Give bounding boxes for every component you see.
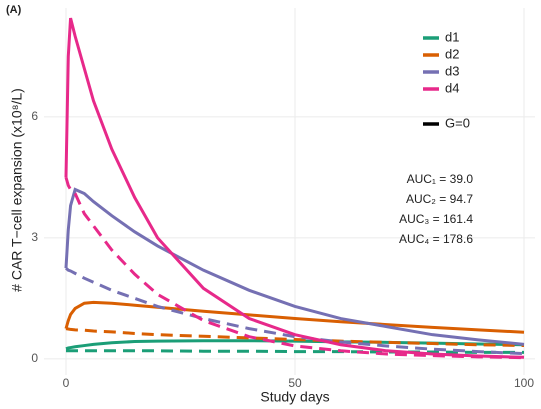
y-tick-label: 0 [31, 351, 38, 365]
legend-label: d1 [445, 29, 459, 44]
legend-label: d4 [445, 80, 459, 95]
y-tick-label: 3 [31, 230, 38, 244]
y-tick-label: 6 [31, 109, 38, 123]
x-axis-label: Study days [260, 389, 329, 405]
y-axis-label: # CAR T−cell expansion (x10⁸/L) [9, 88, 25, 292]
x-tick-label: 0 [63, 376, 70, 390]
legend-label: d3 [445, 63, 459, 78]
dashed-line [65, 267, 525, 356]
x-tick-label: 100 [514, 376, 534, 390]
annotation: AUC₄ = 178.6 [399, 232, 473, 246]
x-tick-label: 50 [288, 376, 302, 390]
annotation: AUC₃ = 161.4 [399, 212, 473, 226]
line [65, 339, 525, 351]
panel-label: (A) [6, 4, 22, 16]
annotation: AUC₁ = 39.0 [407, 172, 474, 186]
line [64, 17, 525, 359]
annotation: AUC₂ = 94.7 [406, 192, 473, 206]
legend-label: d2 [445, 46, 459, 61]
legend-label: G=0 [445, 115, 470, 130]
dashed-line [65, 327, 525, 348]
dashed-line [64, 176, 525, 360]
line [64, 187, 525, 346]
dashed-line [65, 349, 525, 354]
